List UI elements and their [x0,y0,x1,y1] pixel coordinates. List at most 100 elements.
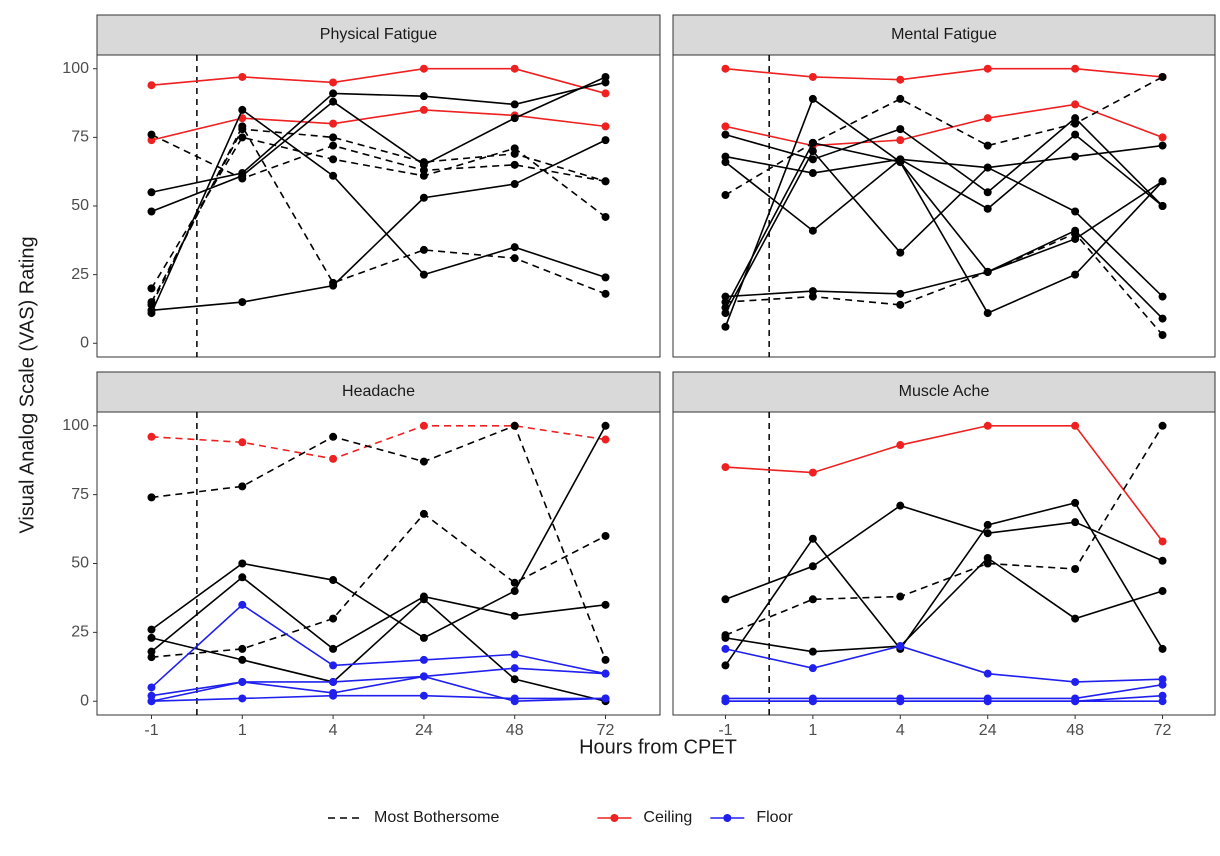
x-tick-label: 72 [1154,722,1172,739]
data-point [419,672,428,681]
x-tick-label: 24 [979,722,997,739]
series-line [150,603,606,689]
data-point [601,655,610,664]
data-point [808,169,817,178]
data-point [1071,100,1080,109]
data-point [329,661,338,670]
data-point [510,144,519,153]
data-point [1071,518,1080,527]
panel-plot [721,55,1167,357]
data-point [419,171,428,180]
data-point [147,207,156,216]
series-line [151,424,607,661]
data-point [1071,130,1080,139]
data-point [510,160,519,169]
data-point [419,245,428,254]
data-point [721,661,730,670]
data-point [510,578,519,587]
strip [672,371,1216,413]
data-point [896,248,905,257]
data-point [1158,556,1167,565]
y-tick-label: 0 [80,334,89,351]
data-point [601,72,610,81]
series-line [725,180,1163,298]
x-tick-label: 48 [506,722,524,739]
data-point [1071,152,1080,161]
data-point [329,171,338,180]
data-point [329,78,338,87]
data-point [1158,537,1167,546]
data-point [601,289,610,298]
data-point [1071,614,1080,623]
data-point [238,482,247,491]
data-point [601,669,610,678]
data-point [896,592,905,601]
data-point [601,136,610,145]
data-point [1071,119,1080,128]
data-point [1158,644,1167,653]
series-line [724,501,1164,666]
data-point [808,94,817,103]
y-tick-label: 75 [71,129,89,146]
data-point [1071,270,1080,279]
data-point [601,78,610,87]
data-point [983,163,992,172]
data-point [808,226,817,235]
x-tick-label: -1 [144,722,158,739]
x-tick-label: 4 [329,722,338,739]
data-point [983,204,992,213]
data-point [721,322,730,331]
data-point [238,105,247,114]
series-line [151,425,607,639]
data-point [238,644,247,653]
data-point [983,559,992,568]
data-point [329,133,338,142]
data-point [147,683,156,692]
data-point [147,625,156,634]
series-line [725,103,1163,147]
series-line [724,97,1164,328]
y-tick-label: 100 [62,60,89,77]
data-point [329,432,338,441]
data-point [329,155,338,164]
data-point [419,158,428,167]
data-point [808,647,817,656]
data-point [1071,226,1080,235]
data-point [601,273,610,282]
data-point [983,64,992,73]
data-point [896,75,905,84]
y-tick-label: 100 [62,417,89,434]
data-point [601,435,610,444]
data-point [1158,675,1167,684]
data-point [721,303,730,312]
series-line [725,424,1164,542]
series-line [724,141,1164,320]
data-point [419,592,428,601]
data-point [510,114,519,123]
data-point [1158,133,1167,142]
data-point [896,289,905,298]
data-point [147,188,156,197]
data-point [147,633,156,642]
legend-label: Ceiling [643,809,692,826]
data-point [721,697,730,706]
data-point [147,300,156,309]
series-line [724,133,1164,232]
data-point [419,270,428,279]
data-point [238,72,247,81]
series-line [151,598,606,703]
data-point [721,152,730,161]
data-point [1071,565,1080,574]
data-point [329,454,338,463]
data-point [983,697,992,706]
data-point [238,298,247,307]
data-point [896,136,905,145]
data-point [147,691,156,700]
series-line [725,556,1163,653]
panel-plot [147,412,610,715]
data-point [983,529,992,538]
data-point [1158,141,1167,150]
series-line [151,675,606,703]
data-point [896,158,905,167]
data-point [1158,421,1167,430]
